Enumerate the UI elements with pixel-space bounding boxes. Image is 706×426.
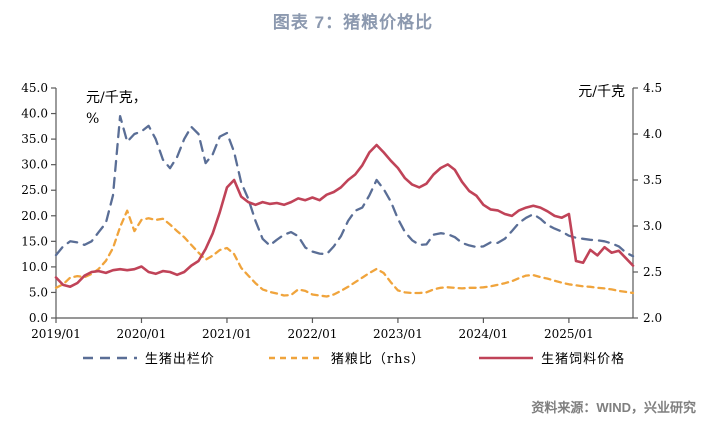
x-axis-tick-label: 2021/01: [202, 327, 252, 341]
left-axis-tick-label: 10.0: [21, 260, 48, 274]
right-axis-tick-label: 3.5: [643, 173, 662, 187]
legend-label: 猪粮比（rhs）: [330, 352, 426, 367]
legend-line-swatch: [479, 356, 534, 359]
left-axis-tick-label: 30.0: [21, 158, 48, 172]
series-line-pig-grain-ratio: [54, 209, 635, 298]
left-axis-tick-label: 35.0: [21, 132, 48, 146]
series-line-pig-price: [54, 114, 635, 258]
right-axis-tick-label: 2.0: [643, 311, 662, 325]
right-axis-unit-label: 元/千克: [578, 84, 625, 100]
legend-item-pig-grain-ratio: 猪粮比（rhs）: [267, 348, 425, 367]
legend-line-swatch: [82, 356, 137, 359]
left-axis-tick-label: 20.0: [21, 209, 48, 223]
chart-legend: 生猪出栏价 猪粮比（rhs） 生猪饲料价格: [0, 348, 706, 367]
left-axis-tick-label: 0.0: [29, 311, 48, 325]
x-axis-tick-label: 2023/01: [373, 327, 423, 341]
x-axis-tick-label: 2019/01: [31, 327, 81, 341]
right-axis-tick-label: 2.5: [643, 265, 662, 279]
x-axis-tick-label: 2020/01: [117, 327, 167, 341]
left-axis-tick-label: 40.0: [21, 107, 48, 121]
right-axis-tick-label: 4.5: [643, 81, 662, 95]
series-line-feed-price: [54, 143, 635, 289]
x-axis-tick-label: 2024/01: [458, 327, 508, 341]
x-axis-tick-label: 2022/01: [288, 327, 338, 341]
legend-label: 生猪出栏价: [144, 352, 215, 367]
legend-item-feed-price: 生猪饲料价格: [477, 348, 625, 367]
left-axis-tick-label: 5.0: [29, 285, 48, 299]
x-axis-tick-label: 2025/01: [544, 327, 594, 341]
right-axis-tick-label: 4.0: [643, 127, 662, 141]
left-axis-unit-line1: 元/千克，: [86, 90, 147, 106]
legend-line-swatch: [268, 356, 323, 359]
legend-item-pig-price: 生猪出栏价: [81, 348, 215, 367]
legend-label: 生猪饲料价格: [541, 352, 626, 367]
left-axis-tick-label: 45.0: [21, 81, 48, 95]
left-axis-tick-label: 25.0: [21, 183, 48, 197]
left-axis-unit-label: 元/千克， %: [86, 88, 147, 130]
source-note: 资料来源：WIND，兴业研究: [531, 400, 696, 415]
plot-area: 45.0 40.0 35.0 30.0 25.0 20.0 15.0 10.0 5.0 0.0 4.…: [21, 81, 662, 341]
chart-title: 图表 7：猪粮价格比: [272, 13, 434, 32]
left-axis-tick-label: 15.0: [21, 234, 48, 248]
left-axis-unit-line2: %: [86, 111, 100, 127]
right-axis-tick-label: 3.0: [643, 219, 662, 233]
